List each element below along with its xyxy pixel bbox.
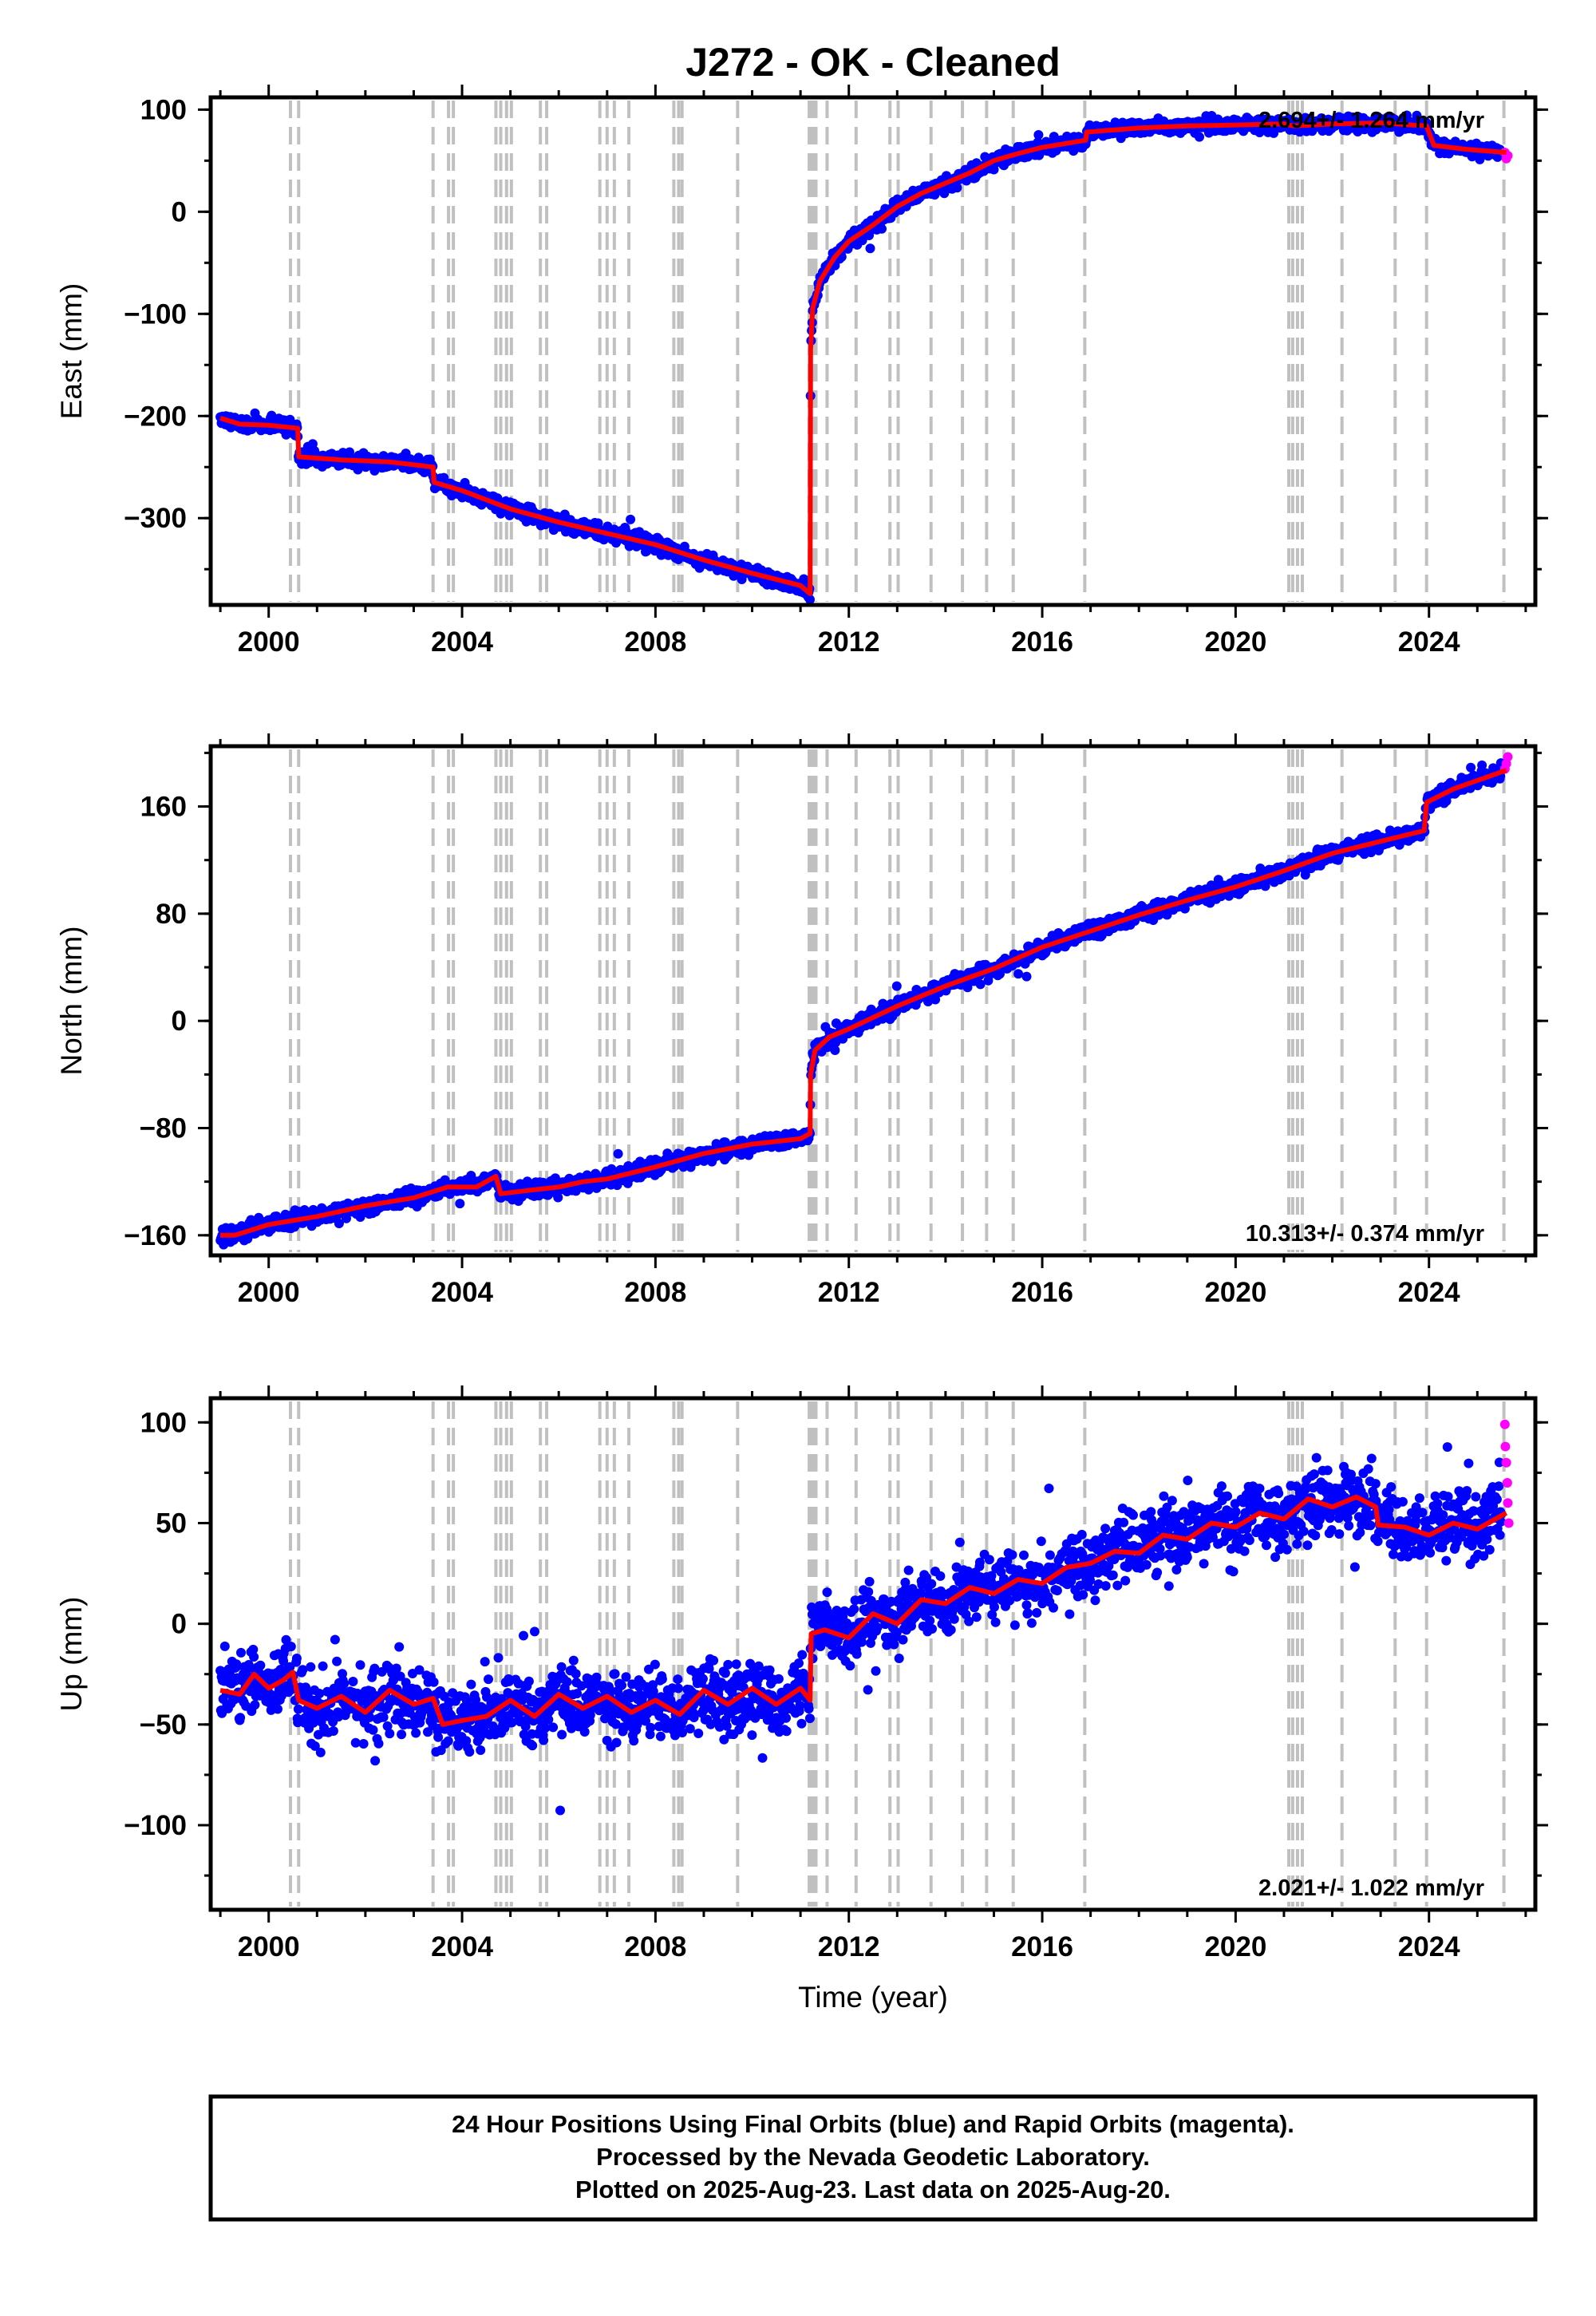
final-orbit-point bbox=[626, 514, 636, 524]
rapid-orbit-point bbox=[1503, 752, 1513, 762]
rate-label: 2.694+/- 1.264 mm/yr bbox=[1258, 108, 1484, 133]
y-tick-label: −200 bbox=[124, 401, 187, 432]
final-orbit-point bbox=[455, 1199, 465, 1209]
x-tick-label: 2000 bbox=[238, 626, 300, 658]
x-tick-label: 2024 bbox=[1398, 626, 1460, 658]
final-orbit-point bbox=[236, 1647, 246, 1658]
final-orbit-point bbox=[975, 979, 986, 990]
final-orbit-point bbox=[830, 1045, 840, 1055]
y-tick-label: 80 bbox=[156, 899, 187, 930]
model-line bbox=[219, 121, 1507, 596]
y-tick-label: 0 bbox=[172, 1006, 187, 1037]
final-orbit-point bbox=[613, 1148, 623, 1159]
north-panel: 2000 2004 2008 2012 2016 2020 2024 160 80 0 −80 −16… bbox=[55, 733, 1548, 1308]
y-tick-label: −80 bbox=[140, 1113, 187, 1144]
x-tick-label: 2016 bbox=[1011, 626, 1073, 658]
plot-frame bbox=[208, 95, 1538, 607]
final-orbit-point bbox=[1477, 760, 1487, 770]
final-orbit-points bbox=[215, 1442, 1507, 1816]
x-tick-label: 2004 bbox=[431, 626, 493, 658]
final-orbit-point bbox=[891, 981, 902, 991]
event-lines bbox=[288, 1401, 1506, 1907]
final-orbit-point bbox=[1013, 969, 1024, 979]
x-axis: 2000 2004 2008 2012 2016 2020 2024 bbox=[219, 733, 1527, 1308]
y-axis: 160 80 0 −80 −160 bbox=[124, 751, 1548, 1251]
y-tick-label: 100 bbox=[140, 94, 187, 125]
rate-label: 10.313+/- 0.374 mm/yr bbox=[1246, 1221, 1484, 1247]
y-tick-label: 0 bbox=[172, 196, 187, 227]
x-tick-label: 2016 bbox=[1011, 1277, 1073, 1308]
x-tick-label: 2012 bbox=[818, 1277, 880, 1308]
final-orbit-point bbox=[1300, 870, 1310, 880]
x-axis: 2000 2004 2008 2012 2016 2020 2024 bbox=[219, 85, 1527, 658]
rapid-orbit-points bbox=[1499, 752, 1513, 774]
y-tick-label: 160 bbox=[140, 792, 187, 823]
figure-title: J272 - OK - Cleaned bbox=[685, 40, 1061, 85]
x-tick-label: 2004 bbox=[431, 1277, 493, 1308]
y-axis: 100 0 −100 −200 −300 bbox=[124, 94, 1548, 571]
final-orbit-point bbox=[219, 1641, 230, 1651]
final-orbit-point bbox=[553, 1192, 563, 1203]
x-tick-label: 2024 bbox=[1398, 1277, 1460, 1308]
final-orbit-point bbox=[1179, 903, 1190, 914]
final-orbit-point bbox=[877, 223, 887, 234]
up-panel: 2000 2004 2008 2012 2016 2020 2024100500−50−10… bbox=[55, 1385, 1548, 1962]
x-tick-label: 2020 bbox=[1204, 1277, 1266, 1308]
y-tick-label: −100 bbox=[124, 298, 187, 330]
final-orbit-point bbox=[1021, 971, 1032, 982]
final-orbit-point bbox=[1033, 130, 1044, 140]
x-tick-label: 2008 bbox=[624, 1277, 686, 1308]
plot-frame bbox=[208, 744, 1538, 1258]
y-axis-label: North (mm) bbox=[55, 926, 88, 1075]
final-orbit-point bbox=[952, 183, 962, 193]
final-orbit-point bbox=[1466, 762, 1476, 773]
final-orbit-point bbox=[334, 1219, 344, 1228]
east-panel: 2000 2004 2008 2012 2016 2020 2024 100 0 −100 −200… bbox=[55, 85, 1548, 658]
final-orbit-point bbox=[1195, 132, 1204, 142]
x-tick-label: 2000 bbox=[238, 1277, 300, 1308]
final-orbit-point bbox=[593, 518, 603, 528]
final-orbit-point bbox=[805, 595, 815, 605]
final-orbit-point bbox=[865, 243, 875, 254]
event-lines bbox=[288, 749, 1506, 1252]
model-line bbox=[220, 768, 1507, 1238]
x-tick-label: 2008 bbox=[624, 626, 686, 658]
y-tick-label: −300 bbox=[124, 503, 187, 534]
y-axis-label: East (mm) bbox=[55, 283, 88, 420]
x-tick-label: 2012 bbox=[818, 626, 880, 658]
final-orbit-point bbox=[962, 982, 973, 993]
final-orbit-point bbox=[267, 410, 277, 421]
final-orbit-point bbox=[231, 1659, 242, 1670]
y-tick-label: −160 bbox=[124, 1220, 187, 1251]
final-orbit-point bbox=[235, 1713, 246, 1723]
x-tick-label: 2020 bbox=[1204, 626, 1266, 658]
